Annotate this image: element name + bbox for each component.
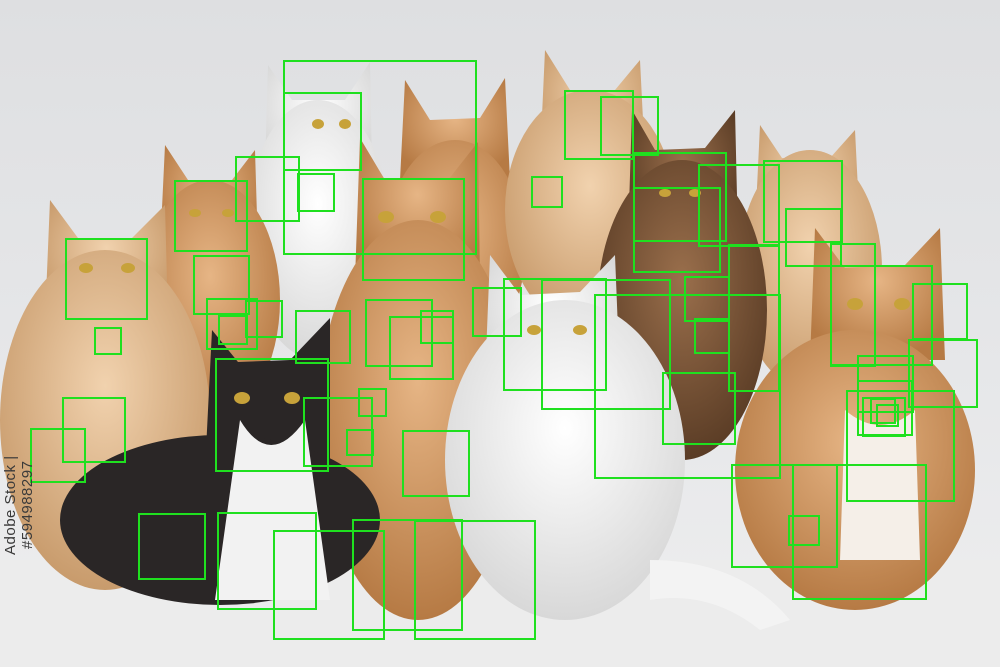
cat-right-front-orange	[735, 228, 975, 610]
cat-eyes	[79, 119, 910, 404]
cat-white-front	[445, 255, 790, 630]
cat-black-white	[60, 318, 380, 605]
stock-id-text: Adobe Stock | #594988297	[2, 455, 36, 555]
